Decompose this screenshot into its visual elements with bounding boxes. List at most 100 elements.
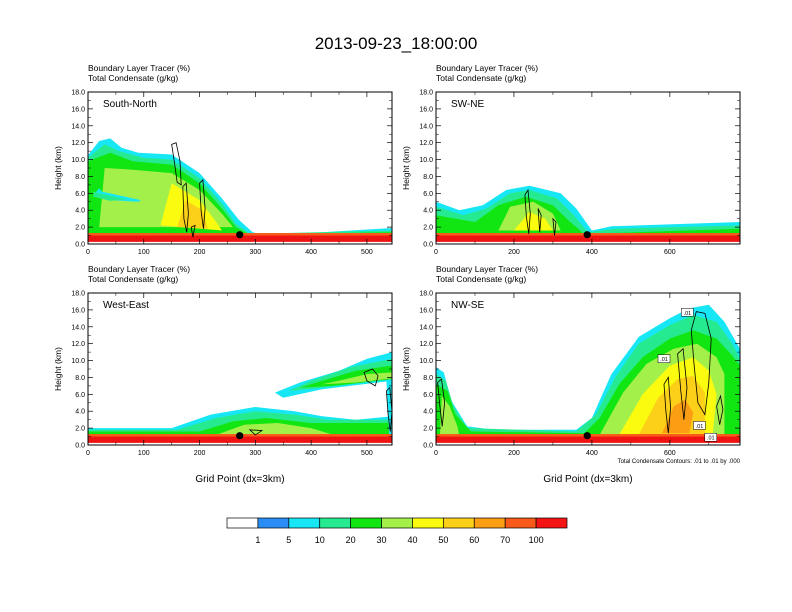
y-tick-label: 10.0: [71, 157, 85, 164]
condensate-contour: [363, 368, 379, 387]
colorbar-label: 5: [286, 535, 291, 545]
panel-subtitle-tracer: Boundary Layer Tracer (%): [88, 63, 190, 73]
colorbar-label: 50: [438, 535, 448, 545]
y-tick-label: 14.0: [419, 123, 433, 130]
condensate-contour: [437, 378, 446, 427]
panels-group: Boundary Layer Tracer (%)Total Condensat…: [53, 63, 741, 485]
y-tick-label: 0.0: [75, 443, 85, 450]
y-axis-label: Height (km): [401, 146, 411, 190]
y-tick-label: 16.0: [71, 106, 85, 113]
tracer-field: [88, 352, 392, 445]
y-tick-label: 10.0: [419, 157, 433, 164]
terrain-mask: [88, 241, 392, 244]
location-marker: [236, 432, 244, 440]
y-tick-label: 0.0: [75, 242, 85, 249]
colorbar-label: 10: [315, 535, 325, 545]
contour-label: .01: [696, 424, 704, 430]
y-tick-label: 14.0: [71, 324, 85, 331]
y-tick-label: 8.0: [423, 375, 433, 382]
y-tick-label: 6.0: [423, 392, 433, 399]
y-tick-label: 12.0: [71, 341, 85, 348]
y-tick-label: 2.0: [423, 225, 433, 232]
tracer-region: [216, 423, 334, 435]
y-axis-label: Height (km): [53, 347, 63, 391]
colorbar-label: 1: [255, 535, 260, 545]
contour-label-box: [693, 421, 706, 430]
y-tick-label: 6.0: [75, 392, 85, 399]
y-tick-label: 8.0: [75, 174, 85, 181]
panel-subtitle-tracer: Boundary Layer Tracer (%): [436, 63, 538, 73]
x-tick-label: 0: [434, 249, 438, 256]
colorbar-label: 60: [469, 535, 479, 545]
condensate-contour: [190, 224, 196, 238]
location-marker: [236, 231, 244, 239]
contour-label: .01: [684, 311, 692, 317]
panel-south-north: Boundary Layer Tracer (%)Total Condensat…: [53, 63, 393, 256]
contour-label-box: [704, 432, 718, 442]
y-tick-label: 2.0: [75, 225, 85, 232]
colorbar-swatch: [504, 517, 537, 529]
x-tick-label: 600: [664, 450, 676, 457]
y-tick-label: 16.0: [419, 307, 433, 314]
tracer-field: [88, 138, 392, 244]
x-tick-label: 600: [664, 249, 676, 256]
condensate-contour: [199, 178, 206, 229]
colorbar-swatch: [226, 517, 259, 529]
x-axis-label: Grid Point (dx=3km): [543, 474, 632, 485]
x-tick-label: 0: [434, 450, 438, 457]
panel-label: SW-NE: [451, 99, 484, 110]
x-tick-label: 200: [508, 450, 520, 457]
tracer-region: [439, 396, 460, 437]
y-tick-label: 16.0: [71, 307, 85, 314]
y-axis-label: Height (km): [401, 347, 411, 391]
terrain-mask: [436, 442, 740, 445]
y-tick-label: 2.0: [423, 426, 433, 433]
panel-nw-se: Boundary Layer Tracer (%) Total Condensat…: [401, 264, 741, 485]
x-tick-label: 400: [305, 249, 317, 256]
y-tick-label: 18.0: [419, 90, 433, 97]
panel-subtitle-tracer: Boundary Layer Tracer (%): [88, 264, 190, 274]
y-tick-label: 4.0: [75, 208, 85, 215]
tracer-field: [436, 185, 740, 244]
condensate-contour: [182, 182, 189, 233]
tracer-region: [300, 365, 392, 388]
condensate-contour: [248, 429, 264, 436]
condensate-contour: [524, 188, 531, 234]
x-tick-label: 400: [586, 249, 598, 256]
y-axis-label: Height (km): [53, 146, 63, 190]
colorbar-swatch: [535, 517, 568, 529]
colorbar-swatch: [319, 517, 351, 529]
y-tick-label: 6.0: [75, 191, 85, 198]
condensate-contour: [663, 376, 672, 434]
colorbar-label: 30: [377, 535, 387, 545]
condensate-contour: [690, 311, 712, 416]
location-marker: [583, 231, 591, 239]
colorbar-swatch: [412, 517, 444, 529]
x-tick-label: 100: [138, 249, 150, 256]
condensate-contour: [171, 142, 182, 186]
condensate-footnote: Total Condensate Contours: .01 to .01 by…: [618, 459, 741, 465]
condensate-contour: [716, 394, 724, 425]
contour-label-box: [657, 354, 671, 363]
x-tick-label: 300: [249, 450, 261, 457]
y-tick-label: 4.0: [75, 409, 85, 416]
panel-subtitle-condensate: Total Condensate (g/kg): [436, 73, 526, 83]
panel-subtitle-tracer: Boundary Layer Tracer (%): [436, 264, 538, 274]
y-tick-label: 14.0: [419, 324, 433, 331]
condensate-contour: [677, 347, 688, 420]
contour-label-box: [681, 308, 694, 317]
panel-label: West-East: [103, 300, 149, 311]
panel-label: NW-SE: [451, 300, 484, 311]
tracer-region: [513, 211, 553, 231]
contour-label: .01: [660, 357, 668, 363]
y-tick-label: 8.0: [423, 174, 433, 181]
tracer-field: .01.01.01.01: [436, 304, 740, 445]
x-tick-label: 400: [305, 450, 317, 457]
y-tick-label: 10.0: [419, 358, 433, 365]
surface-red-band: [88, 436, 392, 445]
y-tick-label: 0.0: [423, 242, 433, 249]
colorbar-swatch: [257, 517, 290, 529]
y-tick-label: 6.0: [423, 191, 433, 198]
colorbar-swatch: [288, 517, 321, 529]
